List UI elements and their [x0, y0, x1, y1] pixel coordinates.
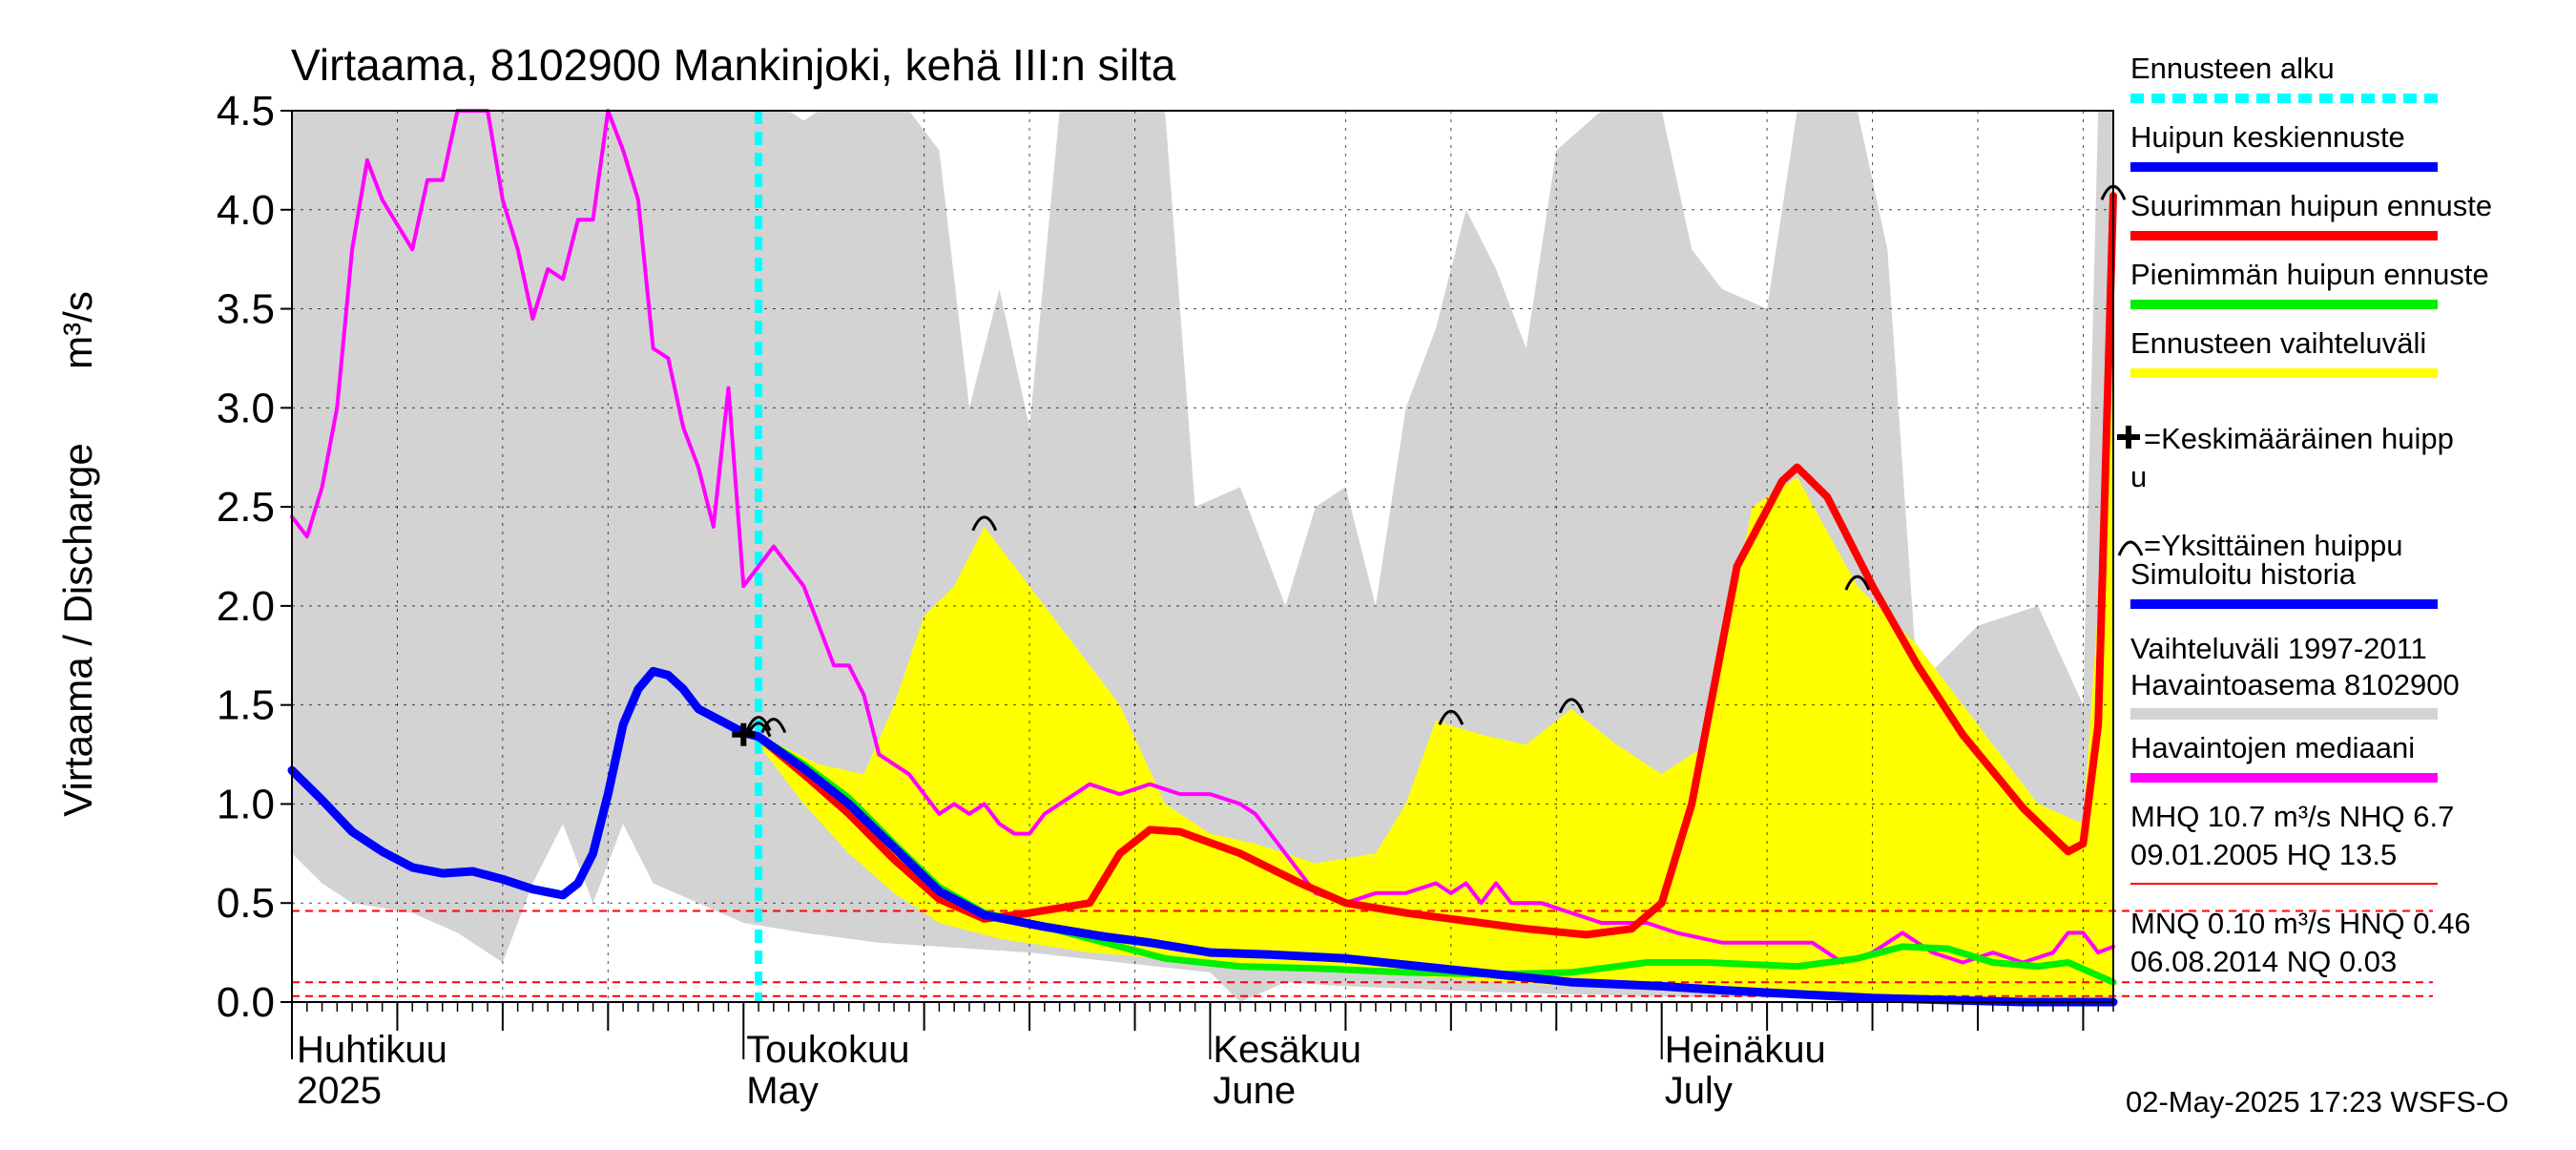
legend-mean-peak-marker	[2117, 426, 2140, 449]
legend-label: Ennusteen vaihteluväli	[2130, 326, 2426, 360]
y-tick-label: 0.5	[217, 880, 275, 927]
legend-label: Huipun keskiennuste	[2130, 120, 2405, 154]
series-simuloitu-historia	[287, 666, 763, 900]
y-tick-label: 1.0	[217, 781, 275, 827]
legend-label: Ennusteen alku	[2130, 52, 2335, 85]
series-huipun-keskiennuste	[754, 732, 2118, 1007]
legend-label: =Keskimääräinen huipp	[2144, 422, 2454, 455]
plot-frame	[291, 110, 2114, 1003]
x-month-sublabel: June	[1213, 1070, 1296, 1112]
single-peak-marker	[1844, 575, 1871, 591]
x-month-sublabel: 2025	[297, 1070, 382, 1112]
series-lines-layer	[287, 109, 2118, 1007]
y-axis-label: Virtaama / Discharge	[55, 443, 100, 816]
legend-label: Simuloitu historia	[2130, 557, 2357, 591]
peak-markers-layer	[732, 184, 2127, 746]
x-month-sublabel: May	[746, 1070, 819, 1112]
legend-label: Havaintoasema 8102900	[2130, 668, 2460, 701]
single-peak-marker	[760, 718, 787, 734]
legend-label: Pienimmän huipun ennuste	[2130, 258, 2489, 291]
x-month-label: Heinäkuu	[1665, 1029, 1826, 1071]
legend: Ennusteen alku Huipun keskiennuste Suurimm…	[2117, 52, 2492, 978]
band-ennusteen-vaihteluvali	[758, 196, 2113, 998]
y-tick-label: 3.5	[217, 286, 275, 333]
x-month-label: Huhtikuu	[297, 1029, 447, 1071]
mean-peak-marker	[732, 722, 756, 746]
x-month-label: Kesäkuu	[1213, 1029, 1361, 1071]
y-tick-label: 3.0	[217, 385, 275, 431]
y-tick-label: 2.0	[217, 583, 275, 630]
stats-mnq-line2: 06.08.2014 NQ 0.03	[2130, 945, 2397, 978]
chart-title: Virtaama, 8102900 Mankinjoki, kehä III:n…	[291, 40, 1176, 90]
y-tick-label: 4.5	[217, 88, 275, 135]
legend-label: =Yksittäinen huippu	[2144, 529, 2402, 562]
reference-lines-layer	[292, 910, 2433, 997]
legend-label: u	[2130, 460, 2147, 493]
y-tick-label: 1.5	[217, 682, 275, 729]
bands-layer	[292, 111, 2113, 1002]
single-peak-marker	[745, 716, 772, 732]
x-month-sublabel: July	[1665, 1070, 1733, 1112]
x-month-label: Toukokuu	[746, 1029, 909, 1071]
single-peak-marker	[1438, 709, 1465, 725]
stats-mhq-line2: 09.01.2005 HQ 13.5	[2130, 838, 2397, 871]
axes-layer: 0.0 0.5 1.0 1.5 2.0 2.5 3.0 3.5 4.0 4.5 Huhtikuu20…	[217, 88, 2114, 1112]
grid-layer	[292, 111, 2113, 1002]
footer-timestamp: 02-May-2025 17:23 WSFS-O	[2126, 1085, 2508, 1119]
legend-single-peak-marker	[2117, 540, 2144, 556]
y-axis-unit: m³/s	[55, 291, 100, 369]
series-havaintojen-mediaani	[290, 109, 2115, 965]
legend-label: Suurimman huipun ennuste	[2130, 189, 2492, 222]
y-tick-label: 0.0	[217, 979, 275, 1026]
single-peak-marker	[1558, 698, 1585, 714]
legend-label: Havaintojen mediaani	[2130, 731, 2415, 764]
stats-mhq-line1: MHQ 10.7 m³/s NHQ 6.7	[2130, 800, 2454, 833]
stats-mnq-line1: MNQ 0.10 m³/s HNQ 0.46	[2130, 907, 2471, 940]
y-tick-label: 2.5	[217, 484, 275, 531]
y-tick-label: 4.0	[217, 187, 275, 234]
legend-label: Vaihteluväli 1997-2011	[2130, 632, 2427, 665]
single-peak-marker	[971, 515, 998, 532]
